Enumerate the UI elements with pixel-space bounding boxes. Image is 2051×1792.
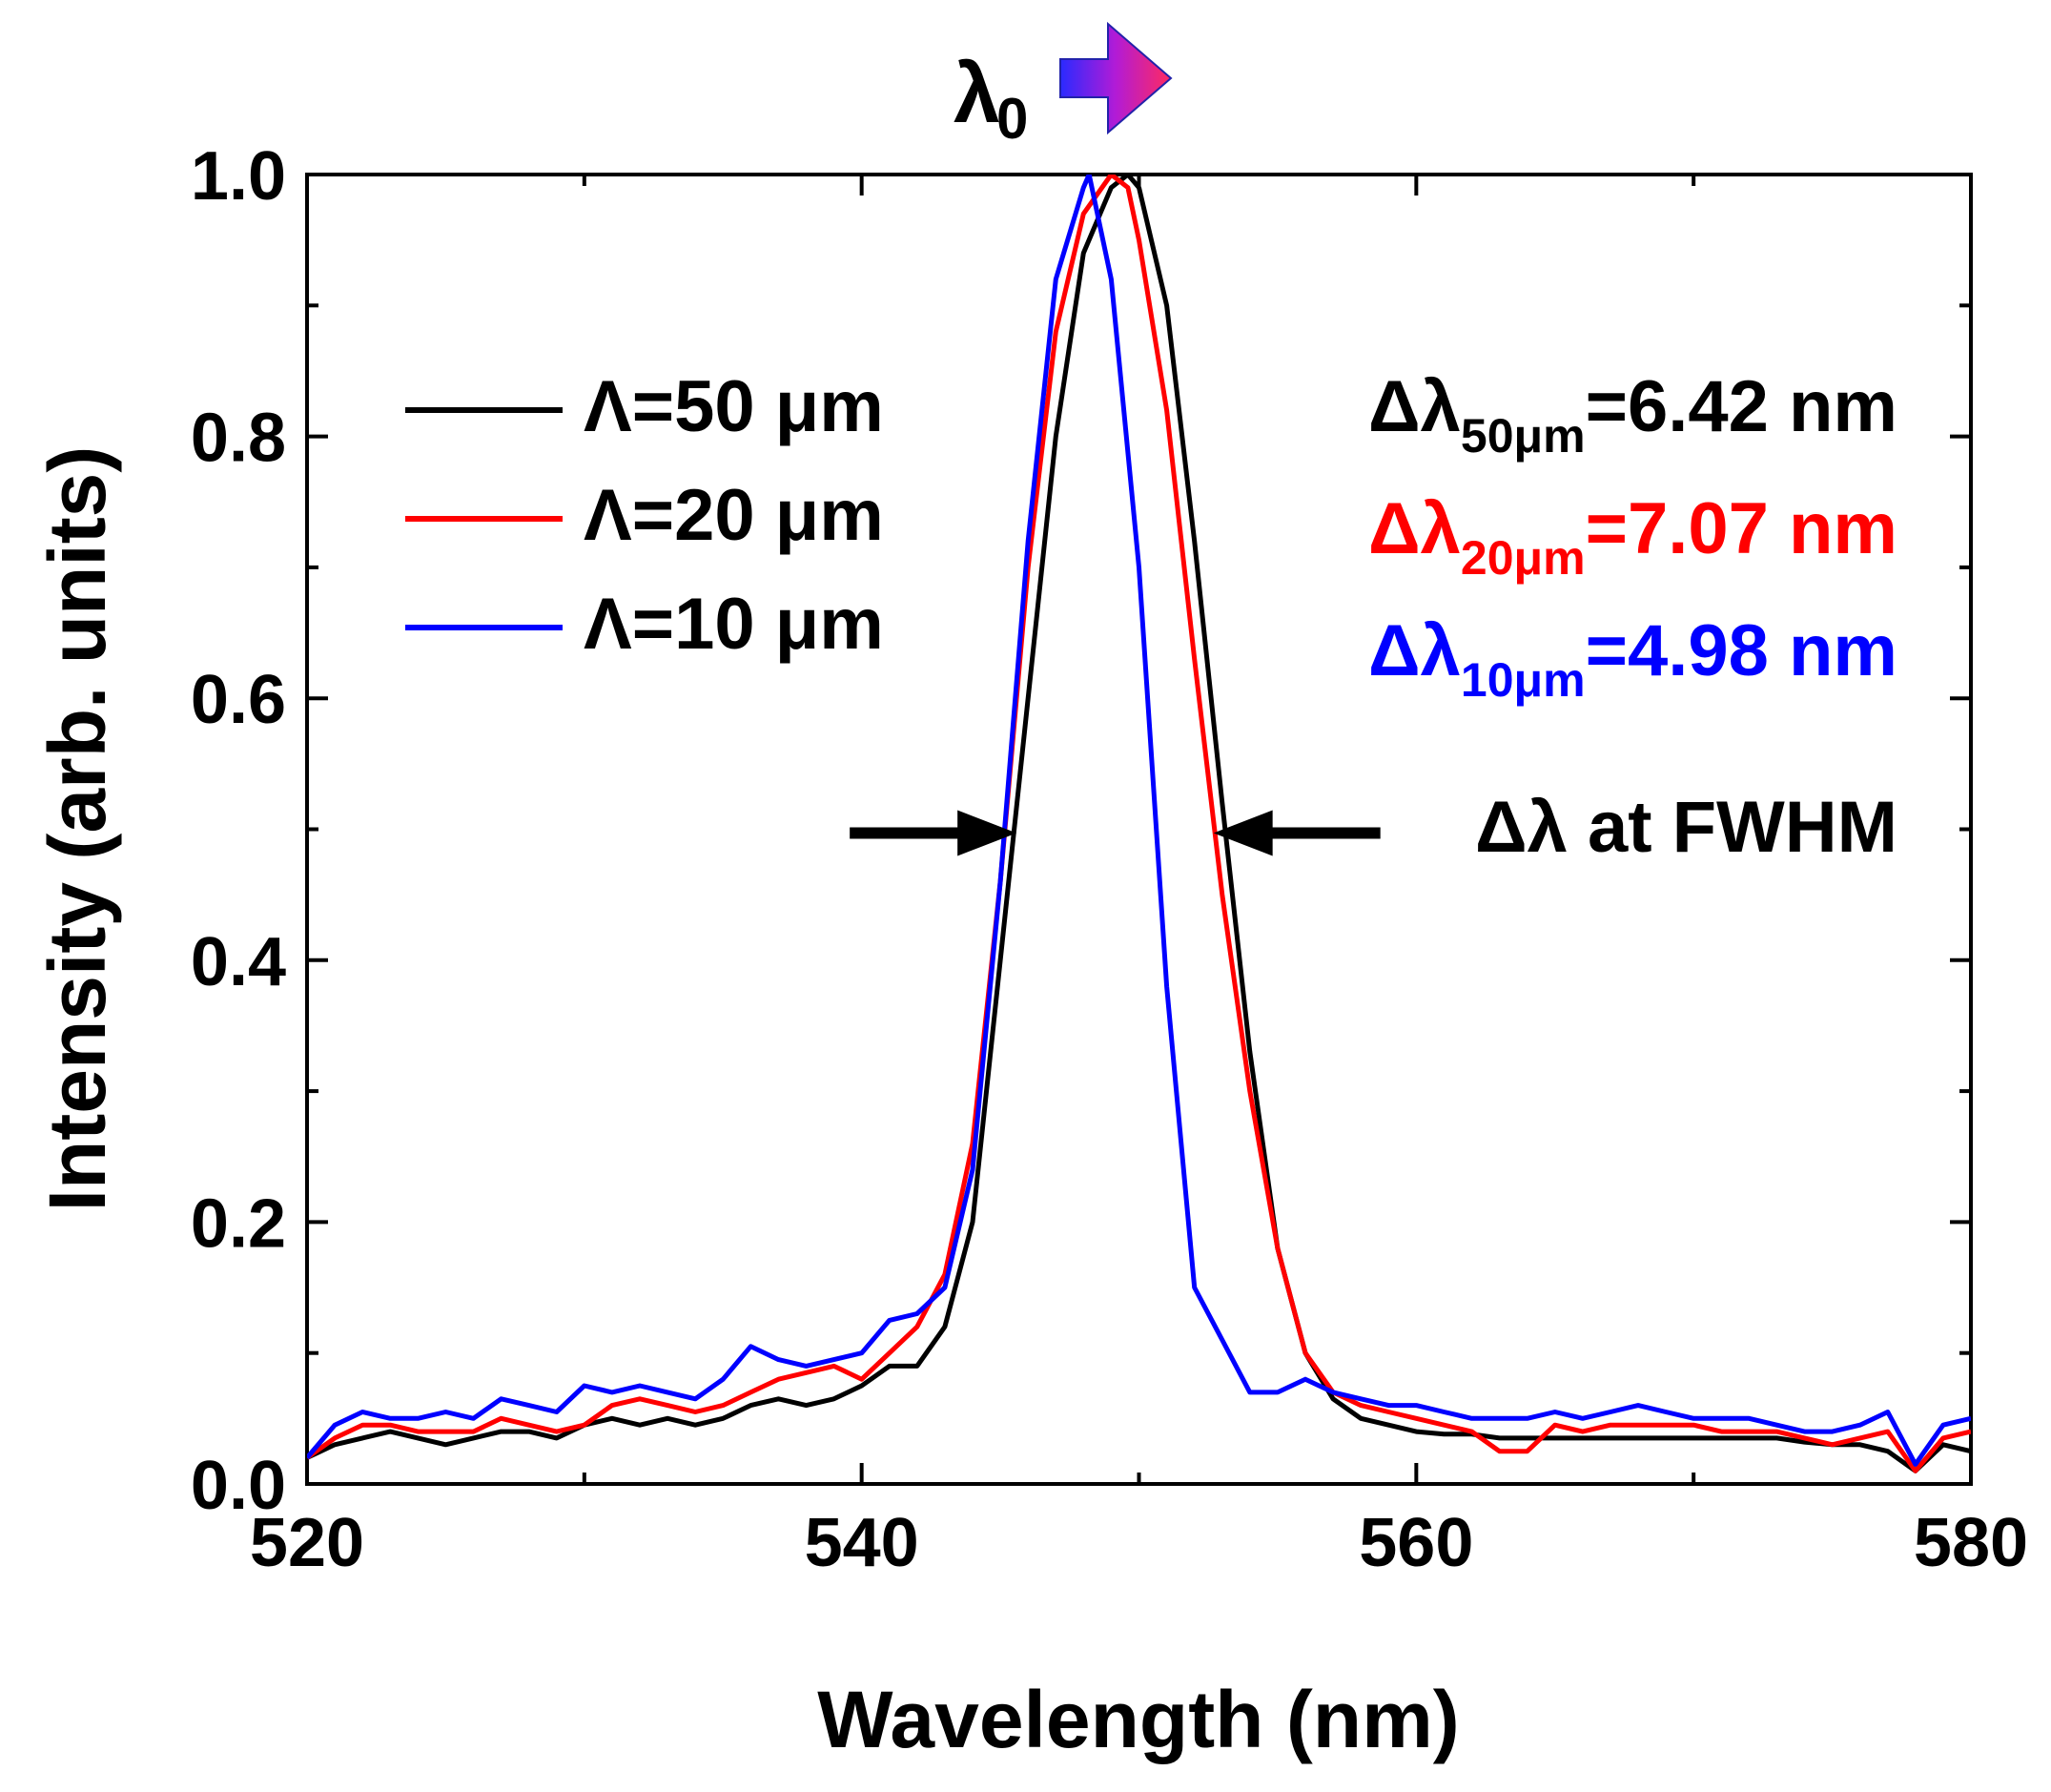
lambda0-subscript: 0 xyxy=(996,87,1028,151)
fwhm-value: Δλ20μm=7.07 nm xyxy=(1368,488,1897,585)
fwhm-label: Δλ at FWHM xyxy=(1475,787,1897,868)
y-tick-label: 0.8 xyxy=(191,401,286,477)
x-tick-label: 580 xyxy=(1914,1505,2028,1581)
lambda0-label: λ xyxy=(954,46,1000,140)
shift-arrow-icon xyxy=(1059,21,1173,135)
fwhm-subscript: 50μm xyxy=(1461,409,1586,463)
legend-label: Λ=50 μm xyxy=(584,366,884,447)
lambda0-indicator: λ 0 xyxy=(954,21,1173,151)
legend-label: Λ=20 μm xyxy=(584,475,884,556)
fwhm-value: Δλ50μm=6.42 nm xyxy=(1368,366,1897,463)
y-tick-label: 0.4 xyxy=(191,924,286,1000)
fwhm-number: =6.42 nm xyxy=(1586,366,1897,447)
fwhm-prefix: Δλ xyxy=(1368,488,1461,569)
fwhm-value: Δλ10μm=4.98 nm xyxy=(1368,610,1897,707)
x-tick-label: 560 xyxy=(1359,1505,1473,1581)
legend: Λ=50 μm Λ=20 μm Λ=10 μm xyxy=(405,366,884,665)
axes-ticks: 520 540 560 580 0.0 0.2 0.4 0.6 0.8 1.0 xyxy=(191,138,2028,1581)
y-tick-label: 0.0 xyxy=(191,1448,286,1524)
fwhm-number: =7.07 nm xyxy=(1586,488,1897,569)
fwhm-annotation: Δλ at FWHM xyxy=(850,787,1897,868)
x-tick-label: 540 xyxy=(805,1505,919,1581)
y-tick-label: 0.6 xyxy=(191,662,286,738)
fwhm-left-arrow-icon xyxy=(957,810,1017,856)
series-line xyxy=(307,175,1971,1467)
y-tick-label: 1.0 xyxy=(191,138,286,215)
fwhm-prefix: Δλ xyxy=(1368,366,1461,447)
series-line xyxy=(307,175,1971,1473)
fwhm-prefix: Δλ xyxy=(1368,610,1461,691)
y-axis-title: Intensity (arb. units) xyxy=(32,446,122,1212)
fwhm-right-arrow-icon xyxy=(1213,810,1273,856)
y-tick-label: 0.2 xyxy=(191,1185,286,1262)
legend-label: Λ=10 μm xyxy=(584,584,884,665)
x-axis-title: Wavelength (nm) xyxy=(817,1675,1460,1764)
fwhm-number: =4.98 nm xyxy=(1586,610,1897,691)
fwhm-subscript: 20μm xyxy=(1461,531,1586,585)
x-tick-label: 520 xyxy=(250,1505,364,1581)
data-lines xyxy=(307,175,1971,1473)
fwhm-subscript: 10μm xyxy=(1461,653,1586,707)
